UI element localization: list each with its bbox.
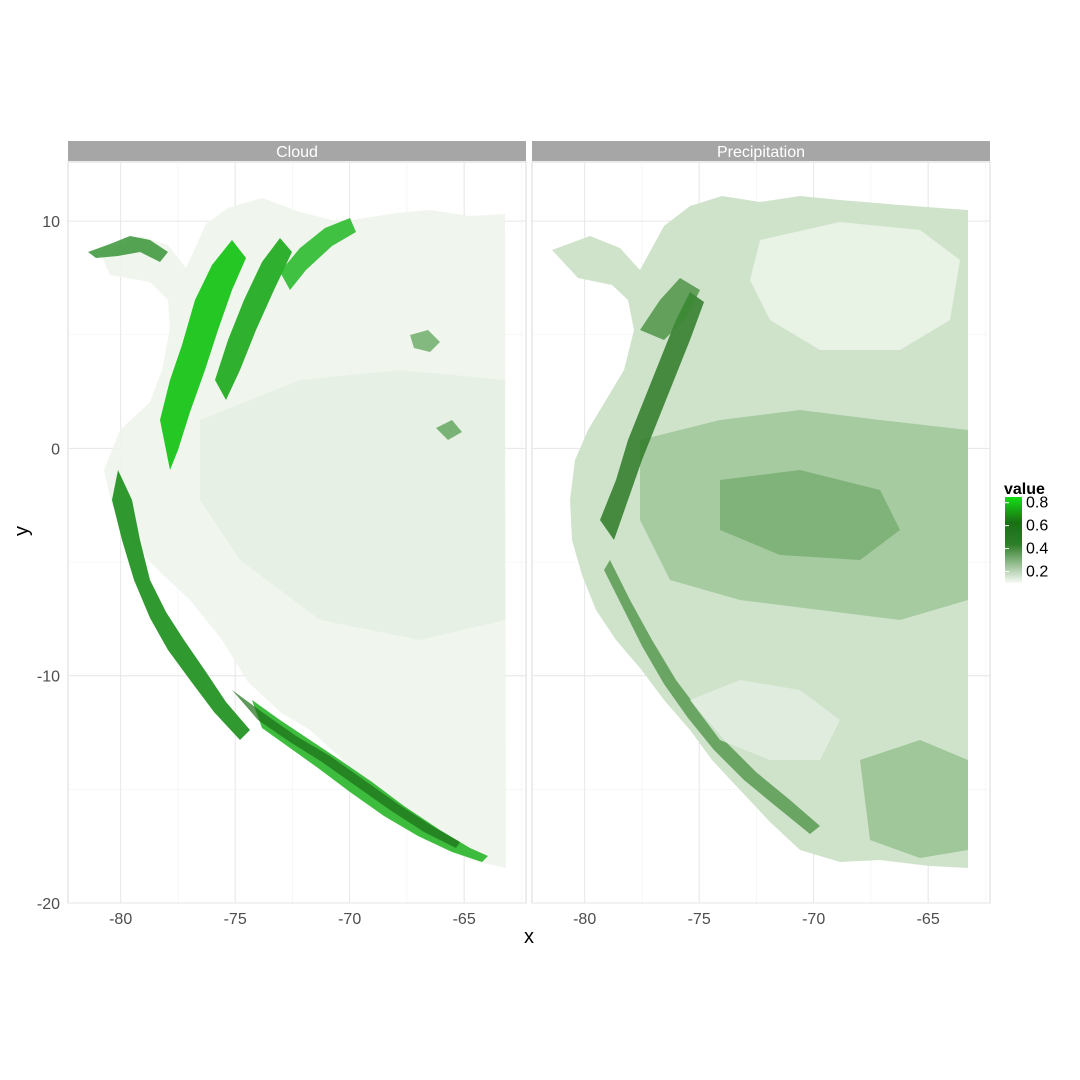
y-tick-label: 0 [51,441,60,458]
cloud-andes-band-north2 [215,238,292,400]
legend-tick-label: 0.4 [1026,541,1048,558]
panel-cloud-strip [68,141,526,161]
cloud-heatmap-layer [88,198,506,868]
y-tick-label: -20 [37,896,60,913]
panel-cloud-strip-label: Cloud [276,144,318,161]
precip-southeast-patch [860,740,968,858]
y-tick-label: 10 [42,214,60,231]
legend-tick-label: 0.2 [1026,564,1048,581]
x-tick-label: -80 [573,911,596,928]
cloud-caribbean-coast [88,236,168,262]
legend-title: value [1004,481,1045,498]
x-tick-label: -65 [917,911,940,928]
legend-tick-label: 0.8 [1026,495,1048,512]
legend-tick-labels: 0.8 0.6 0.4 0.2 [1005,495,1048,581]
panel-precipitation-strip [532,141,990,161]
panel-cloud: Cloud -80 -75 -70 -65 [67,141,527,928]
precip-south-dry [690,680,840,760]
x-tick-label: -80 [109,911,132,928]
y-tick-label: -10 [37,669,60,686]
cloud-andes-band-north3 [280,218,356,290]
cloud-andes-band-north [160,240,246,470]
x-tick-label: -70 [802,911,825,928]
legend-colorbar [1005,497,1022,583]
x-tick-label: -75 [224,911,247,928]
panel-cloud-x-ticks: -80 -75 -70 -65 [109,911,476,928]
precip-central-core [720,470,900,560]
precipitation-heatmap-layer [552,196,968,868]
cloud-patch-ne [410,330,440,352]
y-axis-ticks: 10 0 -10 -20 [37,214,60,913]
cloud-andes-band-south [252,700,488,862]
precip-andes-dark [600,292,704,540]
panel-precipitation-strip-label: Precipitation [717,144,805,161]
x-tick-label: -65 [453,911,476,928]
cloud-patch-ne2 [436,420,462,440]
cloud-andes-band-central [112,470,250,740]
legend: value 0.8 0.6 0.4 0.2 [1004,481,1048,583]
legend-tick-label: 0.6 [1026,518,1048,535]
x-tick-label: -70 [338,911,361,928]
x-axis-title: x [524,926,534,948]
panel-precipitation-x-ticks: -80 -75 -70 -65 [573,911,940,928]
cloud-andes-dark-south [232,690,460,848]
y-axis-title: y [11,526,33,536]
cloud-amazon-wash [200,370,505,640]
panel-precipitation: Precipitation -80 -75 -70 -65 [531,141,991,928]
x-tick-label: -75 [688,911,711,928]
precip-north-dry [750,222,960,350]
precip-andes-dark-north [640,278,700,340]
